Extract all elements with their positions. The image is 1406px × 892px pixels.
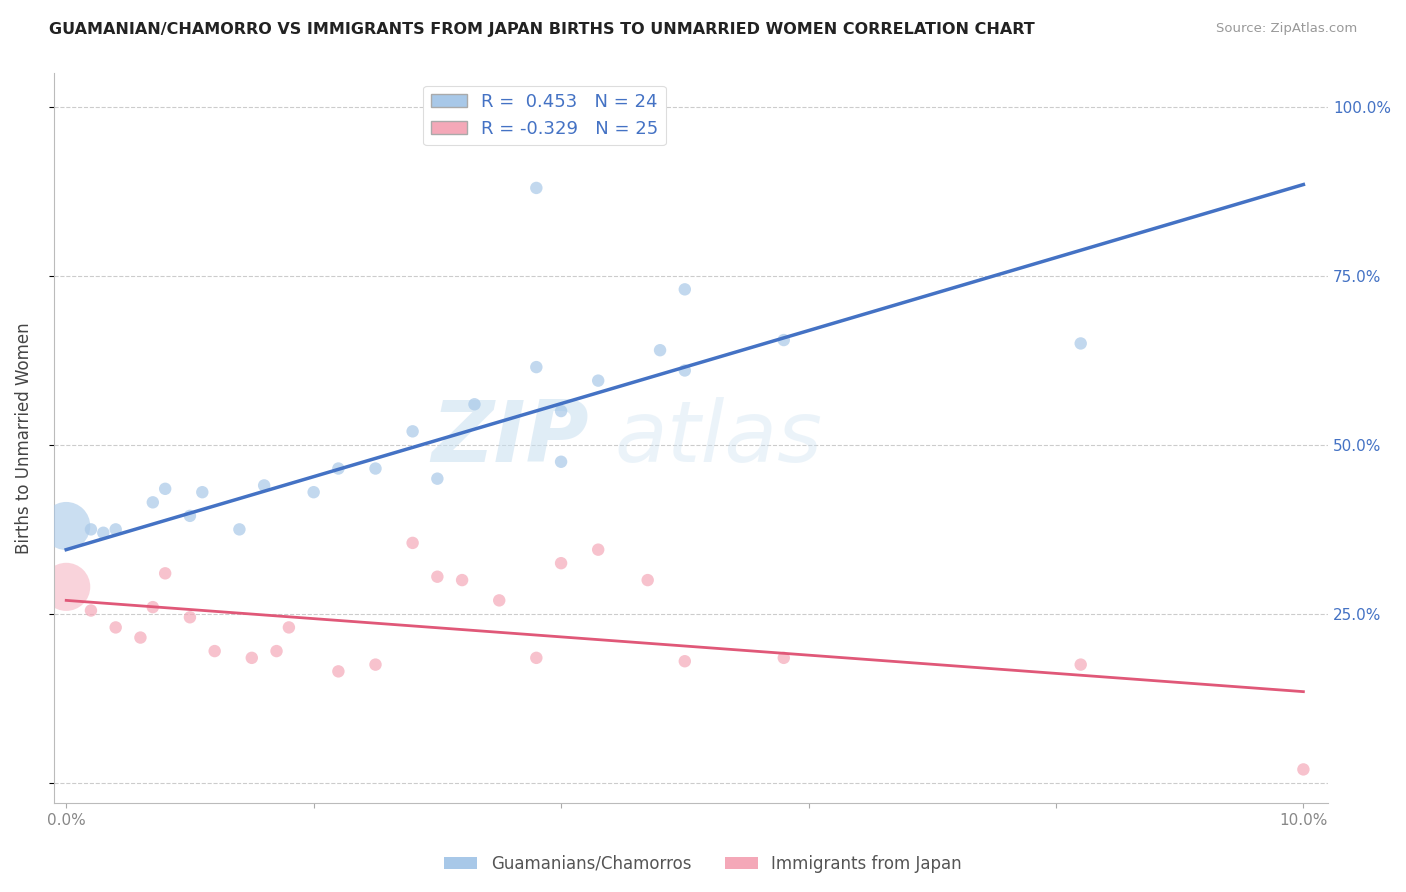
Point <box>80 603 103 617</box>
Point <box>426 472 449 486</box>
Point <box>673 363 696 377</box>
Point <box>524 360 547 375</box>
Point <box>426 570 449 584</box>
Point <box>1292 763 1315 777</box>
Text: Source: ZipAtlas.com: Source: ZipAtlas.com <box>1216 22 1357 36</box>
Point <box>153 482 176 496</box>
Point <box>550 404 572 418</box>
Y-axis label: Births to Unmarried Women: Births to Unmarried Women <box>15 322 32 554</box>
Point <box>328 665 350 679</box>
Legend: R =  0.453   N = 24, R = -0.329   N = 25: R = 0.453 N = 24, R = -0.329 N = 25 <box>423 86 665 145</box>
Text: ZIP: ZIP <box>432 397 589 480</box>
Point <box>253 478 276 492</box>
Point <box>204 644 226 658</box>
Point <box>637 573 659 587</box>
Point <box>524 650 547 665</box>
Point <box>648 343 671 358</box>
Point <box>550 556 572 570</box>
Point <box>401 536 423 550</box>
Point <box>240 650 263 665</box>
Point <box>80 522 103 536</box>
Point <box>524 181 547 195</box>
Point <box>129 631 152 645</box>
Point <box>179 610 201 624</box>
Point <box>673 282 696 296</box>
Text: atlas: atlas <box>614 397 823 480</box>
Point <box>191 485 214 500</box>
Point <box>463 397 485 411</box>
Point <box>586 542 609 557</box>
Point <box>550 455 572 469</box>
Point <box>1070 657 1092 672</box>
Point <box>142 495 165 509</box>
Point <box>524 127 547 141</box>
Point <box>55 580 77 594</box>
Point <box>401 425 423 439</box>
Point <box>302 485 325 500</box>
Point <box>104 620 127 634</box>
Point <box>673 654 696 668</box>
Point <box>772 650 794 665</box>
Point <box>228 522 250 536</box>
Legend: Guamanians/Chamorros, Immigrants from Japan: Guamanians/Chamorros, Immigrants from Ja… <box>437 848 969 880</box>
Point <box>586 374 609 388</box>
Point <box>328 461 350 475</box>
Point <box>104 522 127 536</box>
Point <box>772 333 794 347</box>
Point <box>1070 336 1092 351</box>
Point <box>55 519 77 533</box>
Point <box>364 657 387 672</box>
Point <box>277 620 299 634</box>
Point <box>266 644 288 658</box>
Point <box>364 461 387 475</box>
Point <box>153 566 176 581</box>
Text: GUAMANIAN/CHAMORRO VS IMMIGRANTS FROM JAPAN BIRTHS TO UNMARRIED WOMEN CORRELATIO: GUAMANIAN/CHAMORRO VS IMMIGRANTS FROM JA… <box>49 22 1035 37</box>
Point <box>451 573 474 587</box>
Point <box>488 593 510 607</box>
Point <box>179 508 201 523</box>
Point <box>91 525 114 540</box>
Point <box>142 600 165 615</box>
